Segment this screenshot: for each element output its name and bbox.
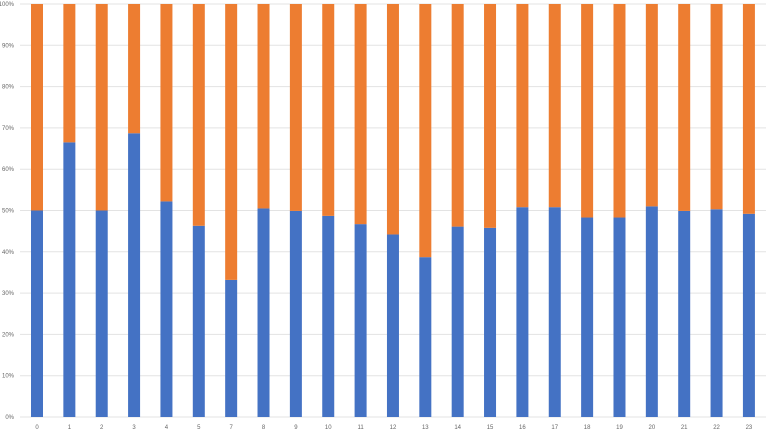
x-tick-label: 1 (68, 425, 72, 431)
y-tick-label: 50% (2, 209, 15, 215)
x-tick-label: 23 (746, 425, 753, 431)
x-tick-label: 19 (616, 425, 623, 431)
bar-series1-0 (31, 210, 43, 417)
bar-series1-9 (289, 210, 302, 417)
bar-series1-22 (710, 209, 723, 417)
x-tick-label: 3 (132, 425, 136, 431)
x-tick-label: 14 (454, 425, 461, 431)
y-tick-label: 40% (2, 250, 15, 256)
x-tick-label: 13 (422, 425, 429, 431)
x-tick-label: 10 (325, 425, 332, 431)
bar-series1-1 (63, 142, 76, 418)
y-tick-label: 20% (2, 332, 15, 338)
bar-series2-20 (645, 4, 658, 207)
y-tick-label: 80% (2, 85, 15, 91)
bar-series2-8 (257, 4, 270, 209)
bar-series1-8 (257, 208, 270, 417)
y-tick-label: 0% (5, 415, 14, 421)
x-tick-label: 21 (681, 425, 688, 431)
x-tick-label: 0 (35, 425, 39, 431)
x-tick-label: 11 (357, 425, 364, 431)
bar-series2-11 (354, 4, 367, 225)
bar-series2-5 (192, 4, 205, 226)
x-tick-label: 9 (294, 425, 298, 431)
bar-series2-12 (386, 4, 399, 235)
bars (31, 4, 755, 418)
x-tick-label: 7 (229, 425, 233, 431)
bar-series2-9 (289, 4, 302, 211)
y-tick-label: 30% (2, 291, 15, 297)
x-tick-label: 17 (551, 425, 558, 431)
bar-series2-19 (613, 4, 626, 218)
bar-series2-3 (128, 4, 141, 134)
bar-series1-16 (516, 207, 529, 417)
y-axis-labels: 0% 10% 20% 30% 40% 50% 60% 70% 80% 90% 100% (0, 2, 15, 421)
bar-series1-13 (419, 257, 432, 417)
bar-series2-2 (95, 4, 108, 211)
y-tick-label: 90% (2, 43, 15, 49)
bar-series1-10 (322, 215, 335, 417)
y-tick-label: 70% (2, 126, 15, 132)
bar-series2-17 (548, 4, 561, 208)
x-tick-label: 20 (648, 425, 655, 431)
bar-series2-15 (484, 4, 497, 228)
bar-series2-13 (419, 4, 432, 258)
bar-series2-10 (322, 4, 335, 216)
x-tick-label: 22 (713, 425, 720, 431)
bar-series2-1 (63, 4, 76, 143)
bar-series1-14 (451, 226, 464, 417)
y-tick-label: 100% (0, 2, 15, 8)
bar-series1-17 (548, 207, 561, 417)
bar-series1-7 (225, 279, 238, 417)
x-tick-label: 18 (584, 425, 591, 431)
bar-series1-20 (645, 206, 658, 417)
x-tick-label: 5 (197, 425, 201, 431)
bar-series2-21 (678, 4, 691, 211)
x-axis-labels: 0 1 2 3 4 5 7 8 9 10 11 12 13 14 15 16 17 18 19 20 21 22 23 (35, 425, 753, 431)
bar-series2-22 (710, 4, 723, 210)
x-tick-label: 16 (519, 425, 526, 431)
bar-series2-14 (451, 4, 464, 227)
x-tick-label: 2 (100, 425, 104, 431)
bar-series2-16 (516, 4, 529, 208)
bar-series1-19 (613, 217, 626, 417)
bar-series2-7 (225, 4, 238, 280)
bar-series1-2 (95, 210, 108, 417)
bar-series2-18 (581, 4, 594, 218)
bar-series1-5 (192, 225, 205, 417)
bar-series1-18 (581, 217, 594, 417)
bar-series1-23 (742, 213, 755, 417)
bar-series1-4 (160, 201, 173, 417)
x-tick-label: 12 (390, 425, 397, 431)
x-tick-label: 4 (165, 425, 169, 431)
y-tick-label: 10% (2, 374, 15, 380)
bar-series1-3 (128, 133, 141, 418)
bar-series1-15 (484, 227, 497, 417)
bar-series1-12 (386, 234, 399, 417)
x-tick-label: 15 (487, 425, 494, 431)
bar-series1-21 (678, 210, 691, 417)
bar-series2-0 (31, 4, 43, 211)
bar-series2-23 (742, 4, 755, 214)
bar-series1-11 (354, 224, 367, 417)
bar-series2-4 (160, 4, 173, 202)
x-tick-label: 8 (262, 425, 266, 431)
y-tick-label: 60% (2, 167, 15, 173)
